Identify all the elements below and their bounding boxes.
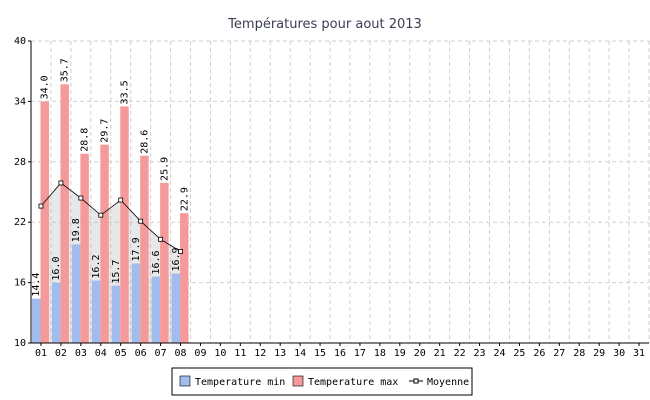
legend-label: Moyenne bbox=[427, 377, 469, 388]
x-tick-label: 12 bbox=[254, 348, 266, 359]
y-tick-label: 40 bbox=[14, 36, 26, 47]
value-label: 29.7 bbox=[100, 119, 111, 143]
bar bbox=[51, 282, 61, 343]
x-tick-label: 18 bbox=[374, 348, 386, 359]
bar bbox=[120, 106, 129, 343]
x-tick-label: 28 bbox=[573, 348, 585, 359]
x-tick-label: 26 bbox=[533, 348, 545, 359]
x-tick-label: 31 bbox=[633, 348, 645, 359]
value-label: 16.2 bbox=[91, 254, 102, 278]
bar bbox=[151, 276, 161, 343]
line-marker bbox=[98, 212, 104, 218]
bar bbox=[111, 285, 121, 343]
y-tick-label: 16 bbox=[14, 278, 26, 289]
value-label: 14.4 bbox=[31, 273, 42, 297]
x-tick-label: 15 bbox=[314, 348, 326, 359]
line-marker bbox=[38, 203, 44, 209]
x-tick-label: 27 bbox=[553, 348, 565, 359]
x-tick-label: 30 bbox=[613, 348, 625, 359]
bar bbox=[60, 84, 69, 343]
line-marker bbox=[118, 197, 124, 203]
x-tick-label: 20 bbox=[414, 348, 426, 359]
x-tick-label: 29 bbox=[593, 348, 605, 359]
legend-swatch bbox=[292, 375, 304, 387]
value-label: 16.6 bbox=[151, 250, 162, 274]
bar bbox=[91, 280, 101, 343]
bar bbox=[80, 153, 89, 343]
y-tick-label: 28 bbox=[14, 157, 26, 168]
x-tick-label: 09 bbox=[194, 348, 206, 359]
line-marker bbox=[158, 236, 163, 242]
x-tick-label: 24 bbox=[493, 348, 505, 359]
value-label: 25.9 bbox=[159, 157, 170, 181]
value-label: 35.7 bbox=[60, 58, 71, 82]
x-tick-label: 22 bbox=[454, 348, 466, 359]
x-tick-label: 25 bbox=[513, 348, 525, 359]
x-tick-label: 10 bbox=[214, 348, 226, 359]
value-label: 34.0 bbox=[40, 75, 51, 99]
bar bbox=[32, 298, 41, 343]
x-tick-label: 03 bbox=[75, 348, 87, 359]
y-tick-label: 22 bbox=[14, 217, 26, 228]
value-label: 19.8 bbox=[71, 218, 82, 242]
bar bbox=[180, 213, 189, 343]
y-tick-label: 34 bbox=[14, 96, 26, 107]
x-tick-label: 07 bbox=[155, 348, 167, 359]
bar bbox=[40, 101, 49, 344]
value-label: 22.9 bbox=[179, 187, 190, 211]
chart-title: Températures pour aout 2013 bbox=[227, 17, 422, 32]
x-tick-label: 21 bbox=[434, 348, 446, 359]
x-tick-label: 06 bbox=[135, 348, 147, 359]
line-marker bbox=[58, 180, 64, 186]
x-tick-label: 14 bbox=[294, 348, 306, 359]
value-label: 28.8 bbox=[80, 128, 91, 152]
x-tick-label: 08 bbox=[174, 348, 186, 359]
x-tick-label: 01 bbox=[35, 348, 47, 359]
value-label: 16.0 bbox=[51, 257, 62, 281]
line-marker bbox=[138, 218, 144, 224]
x-tick-label: 16 bbox=[334, 348, 346, 359]
bar bbox=[131, 263, 141, 343]
x-tick-label: 19 bbox=[394, 348, 406, 359]
bar bbox=[171, 273, 181, 343]
legend-label: Temperature min bbox=[195, 377, 285, 388]
value-label: 17.9 bbox=[131, 237, 142, 261]
x-tick-label: 02 bbox=[55, 348, 67, 359]
x-tick-label: 05 bbox=[115, 348, 127, 359]
value-label: 15.7 bbox=[111, 260, 122, 284]
bar bbox=[100, 144, 109, 343]
value-label: 33.5 bbox=[119, 80, 130, 104]
line-marker bbox=[78, 195, 84, 201]
y-tick-label: 10 bbox=[14, 338, 26, 349]
line-marker bbox=[178, 248, 183, 254]
line bbox=[40, 182, 181, 252]
x-tick-label: 23 bbox=[474, 348, 486, 359]
legend-swatch bbox=[413, 378, 419, 384]
bar bbox=[140, 155, 149, 343]
x-tick-label: 13 bbox=[274, 348, 286, 359]
x-tick-label: 17 bbox=[354, 348, 366, 359]
value-label: 28.6 bbox=[139, 130, 150, 154]
bar bbox=[160, 182, 169, 343]
x-tick-label: 11 bbox=[234, 348, 246, 359]
legend-swatch bbox=[179, 375, 191, 387]
legend-label: Temperature max bbox=[308, 377, 398, 388]
value-label: 16.9 bbox=[171, 247, 182, 271]
bar bbox=[71, 244, 81, 343]
x-tick-label: 04 bbox=[95, 348, 107, 359]
